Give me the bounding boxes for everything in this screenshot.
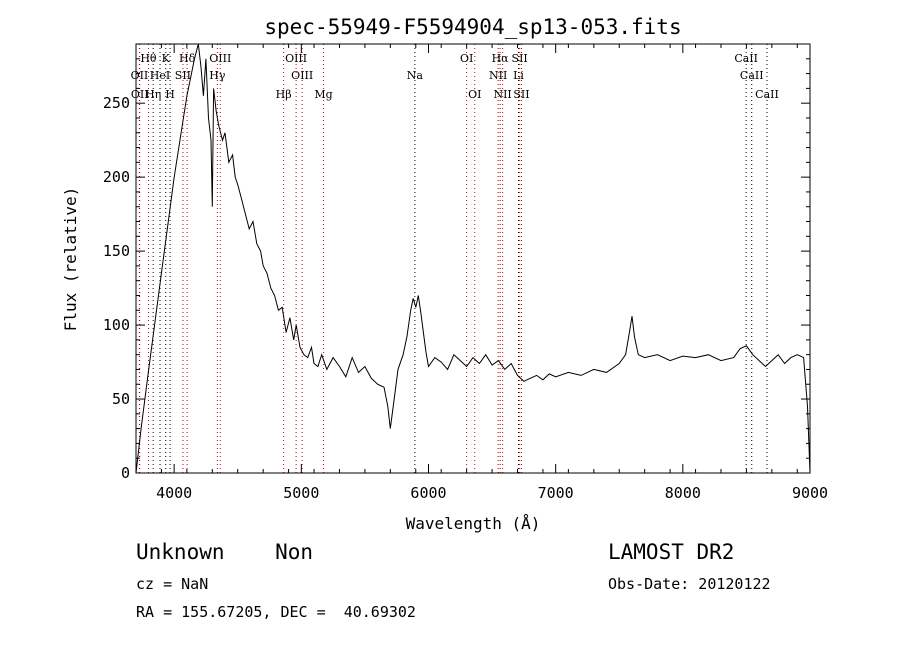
line-marker-label: CaII [740, 69, 764, 82]
x-tick-label: 6000 [410, 484, 446, 502]
line-marker-label: Hθ [140, 52, 157, 65]
x-tick-label: 8000 [665, 484, 701, 502]
line-marker-label: SII [175, 69, 191, 82]
line-marker-label: Mg [314, 88, 332, 101]
chart-title: spec-55949-F5594904_sp13-053.fits [264, 15, 681, 39]
line-marker-label: OI [460, 52, 473, 65]
classification-text: Unknown Non [136, 540, 314, 564]
y-axis-label: Flux (relative) [61, 187, 80, 332]
line-marker-label: Na [407, 69, 424, 82]
line-marker-label: CaII [755, 88, 779, 101]
x-axis-ticks: 4000 5000 6000 7000 8000 9000 [135, 44, 828, 502]
line-marker-label: OII [131, 88, 149, 101]
line-marker-label: OII [131, 69, 149, 82]
survey-text: LAMOST DR2 [608, 540, 735, 564]
plot-frame [135, 43, 811, 474]
line-marker-label: SII [513, 88, 529, 101]
line-marker-label: K [162, 52, 171, 65]
obs-date-text: Obs-Date: 20120122 [608, 575, 771, 593]
line-marker-label: Li [513, 69, 524, 82]
line-marker-label: Hη [145, 88, 161, 101]
y-axis-ticks: 0 50 100 150 200 250 [103, 58, 810, 482]
spectrum-line [135, 43, 811, 474]
line-markers [138, 44, 768, 473]
line-marker-label: OIII [285, 52, 307, 65]
line-marker-label: Hα [492, 52, 510, 65]
y-tick-label: 150 [103, 242, 130, 260]
x-tick-label: 7000 [538, 484, 574, 502]
x-axis-label: Wavelength (Å) [406, 514, 541, 533]
line-marker-label: Hγ [209, 69, 226, 82]
radec-text: RA = 155.67205, DEC = 40.69302 [136, 603, 416, 621]
y-tick-label: 100 [103, 316, 130, 334]
y-tick-label: 200 [103, 168, 130, 186]
line-marker-label: NII [489, 69, 507, 82]
line-marker-label: CaII [734, 52, 758, 65]
line-marker-label: SII [512, 52, 528, 65]
y-tick-label: 250 [103, 94, 130, 112]
line-marker-label: OIII [209, 52, 231, 65]
line-marker-label: OI [468, 88, 481, 101]
redshift-text: cz = NaN [136, 575, 209, 593]
x-tick-label: 5000 [283, 484, 319, 502]
line-marker-label: Hδ [179, 52, 196, 65]
line-marker-label: HeI [150, 69, 170, 82]
line-marker-label: OIII [291, 69, 313, 82]
x-tick-label: 9000 [792, 484, 828, 502]
y-tick-label: 50 [112, 390, 130, 408]
line-marker-label: H [165, 88, 175, 101]
line-marker-label: Hβ [276, 88, 292, 101]
line-marker-label: NII [493, 88, 511, 101]
x-tick-label: 4000 [156, 484, 192, 502]
y-tick-label: 0 [121, 464, 130, 482]
